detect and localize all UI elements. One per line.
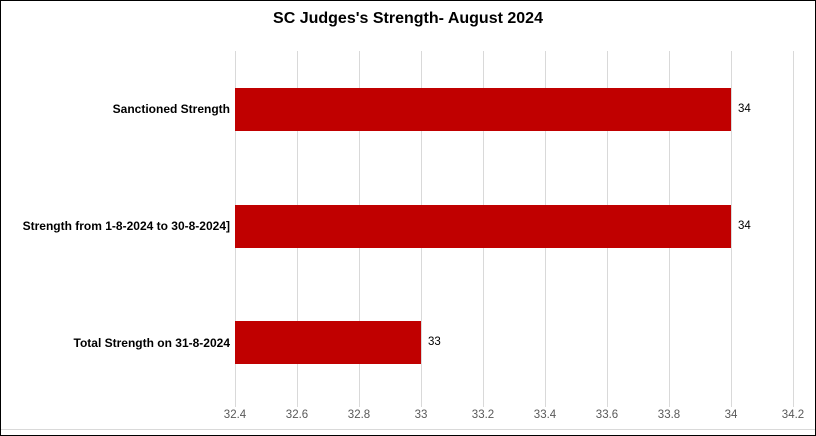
bar-value-label: 33: [428, 336, 441, 348]
bar-value-label: 34: [738, 220, 751, 232]
x-tick-mark: [793, 401, 794, 407]
bar: [235, 88, 731, 131]
gridline: [731, 51, 732, 401]
x-tick-mark: [483, 401, 484, 407]
x-tick-label: 33: [414, 409, 428, 421]
x-tick-mark: [359, 401, 360, 407]
category-label: Strength from 1-8-2024 to 30-8-2024]: [22, 219, 230, 233]
bar: [235, 205, 731, 248]
chart-title: SC Judges's Strength- August 2024: [273, 10, 543, 27]
bar-value-label: 34: [738, 103, 751, 115]
plot-area: 32.4 32.6 32.8 33 33.2 33.4 33.6 33.8 34 34.2 34 34…: [224, 51, 804, 421]
x-tick-mark: [731, 401, 732, 407]
x-tick-label: 33.8: [657, 409, 681, 421]
x-tick-label: 32.4: [223, 409, 247, 421]
x-tick-label: 33.6: [595, 409, 619, 421]
category-label: Total Strength on 31-8-2024: [73, 336, 230, 350]
x-tick-mark: [607, 401, 608, 407]
category-label: Sanctioned Strength: [112, 102, 230, 116]
x-tick-label: 32.6: [285, 409, 309, 421]
x-tick-mark: [421, 401, 422, 407]
x-tick-label: 34: [724, 409, 738, 421]
x-tick-mark: [235, 401, 236, 407]
x-tick-mark: [297, 401, 298, 407]
x-tick-label: 33.2: [471, 409, 495, 421]
category-axis: Sanctioned Strength Strength from 1-8-202…: [1, 51, 230, 401]
gridline: [793, 51, 794, 401]
x-tick-label: 32.8: [347, 409, 371, 421]
bar: [235, 321, 421, 364]
bottom-rule: [1, 429, 815, 430]
x-tick-label: 33.4: [533, 409, 557, 421]
x-tick-mark: [545, 401, 546, 407]
x-tick-label: 34.2: [781, 409, 805, 421]
x-tick-mark: [669, 401, 670, 407]
